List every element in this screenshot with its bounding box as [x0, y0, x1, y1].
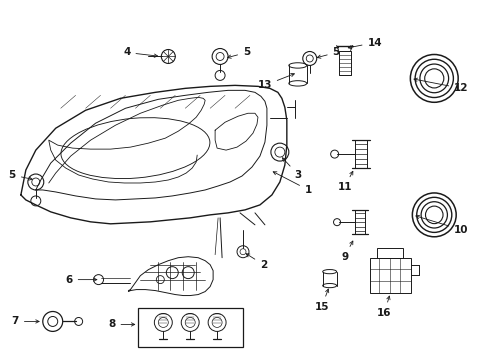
- Text: 9: 9: [341, 241, 353, 262]
- Text: 16: 16: [377, 296, 392, 318]
- Text: 4: 4: [123, 48, 158, 58]
- Bar: [369, 258, 412, 293]
- Text: 5: 5: [318, 48, 340, 58]
- Text: 15: 15: [315, 289, 329, 311]
- Text: 10: 10: [416, 215, 469, 235]
- Text: 14: 14: [348, 37, 382, 49]
- Text: 6: 6: [66, 275, 97, 285]
- Text: 13: 13: [257, 73, 294, 90]
- Bar: [377, 248, 403, 258]
- Text: 11: 11: [337, 171, 353, 192]
- Text: 5: 5: [9, 170, 32, 180]
- Text: 8: 8: [108, 319, 135, 329]
- Text: 1: 1: [273, 172, 312, 195]
- Text: 2: 2: [246, 254, 267, 270]
- Text: 5: 5: [228, 48, 250, 58]
- Text: 3: 3: [282, 158, 302, 180]
- Bar: [138, 307, 243, 347]
- Text: 12: 12: [414, 78, 469, 93]
- Text: 7: 7: [11, 316, 39, 327]
- Bar: [339, 50, 350, 75]
